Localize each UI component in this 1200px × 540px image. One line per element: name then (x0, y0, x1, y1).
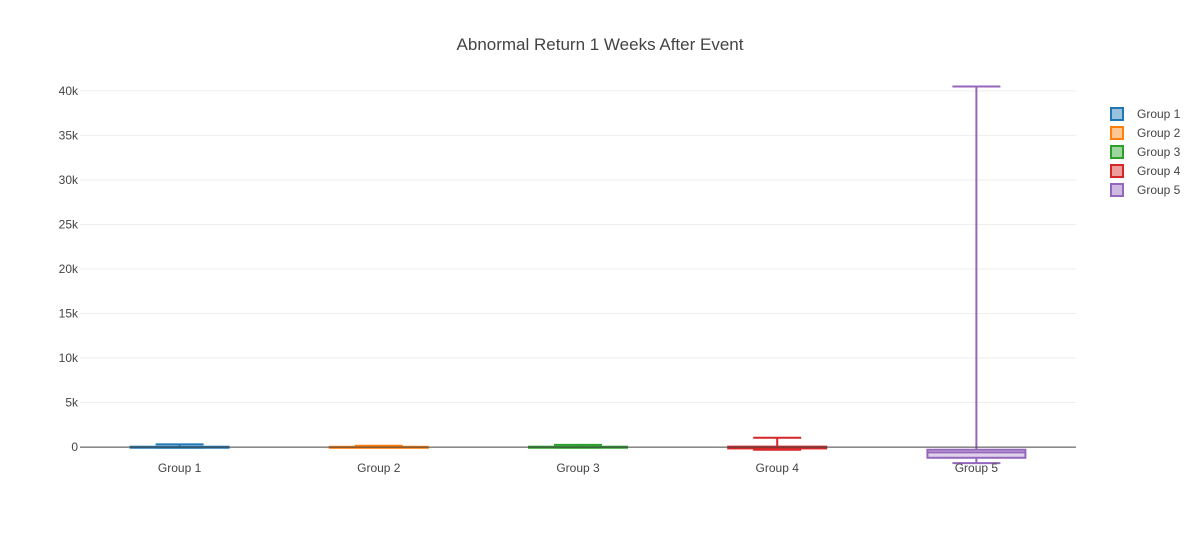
x-tick-label: Group 5 (955, 461, 999, 475)
legend-swatch (1110, 183, 1124, 197)
box-trace-group-4 (727, 436, 828, 451)
legend-swatch (1110, 126, 1124, 140)
legend-item-1: Group 1 (1110, 107, 1181, 121)
legend-swatch (1110, 164, 1124, 178)
x-tick-label: Group 1 (158, 461, 202, 475)
y-tick-label: 35k (59, 128, 79, 142)
grid-lines (80, 90, 1076, 404)
legend-item-5: Group 5 (1110, 183, 1181, 197)
x-tick-label: Group 4 (756, 461, 800, 475)
legend-label: Group 4 (1137, 164, 1181, 178)
y-axis-tick-labels: 0 5k 10k 15k 20k 25k 30k 35k 40k (59, 84, 79, 454)
box-trace-group-5 (926, 85, 1027, 465)
legend-label: Group 1 (1137, 107, 1181, 121)
legend-item-3: Group 3 (1110, 145, 1181, 159)
y-tick-label: 20k (59, 262, 79, 276)
y-tick-label: 0 (71, 440, 78, 454)
y-tick-label: 5k (65, 396, 79, 410)
x-tick-label: Group 2 (357, 461, 401, 475)
legend-label: Group 2 (1137, 126, 1181, 140)
legend-label: Group 3 (1137, 145, 1181, 159)
legend-label: Group 5 (1137, 183, 1181, 197)
y-tick-label: 10k (59, 351, 79, 365)
y-tick-label: 15k (59, 307, 79, 321)
box-iqr (926, 448, 1027, 459)
y-tick-label: 40k (59, 84, 79, 98)
legend-item-2: Group 2 (1110, 126, 1181, 140)
x-axis-tick-labels: Group 1 Group 2 Group 3 Group 4 Group 5 (158, 461, 998, 475)
legend-swatch (1110, 107, 1124, 121)
legend-swatch (1110, 145, 1124, 159)
y-tick-label: 30k (59, 173, 79, 187)
box-plot-series (129, 85, 1027, 465)
legend-item-4: Group 4 (1110, 164, 1181, 178)
legend: Group 1 Group 2 Group 3 Group 4 Group 5 (1110, 107, 1181, 197)
y-tick-label: 25k (59, 217, 79, 231)
chart-title: Abnormal Return 1 Weeks After Event (457, 35, 744, 54)
x-tick-label: Group 3 (556, 461, 600, 475)
